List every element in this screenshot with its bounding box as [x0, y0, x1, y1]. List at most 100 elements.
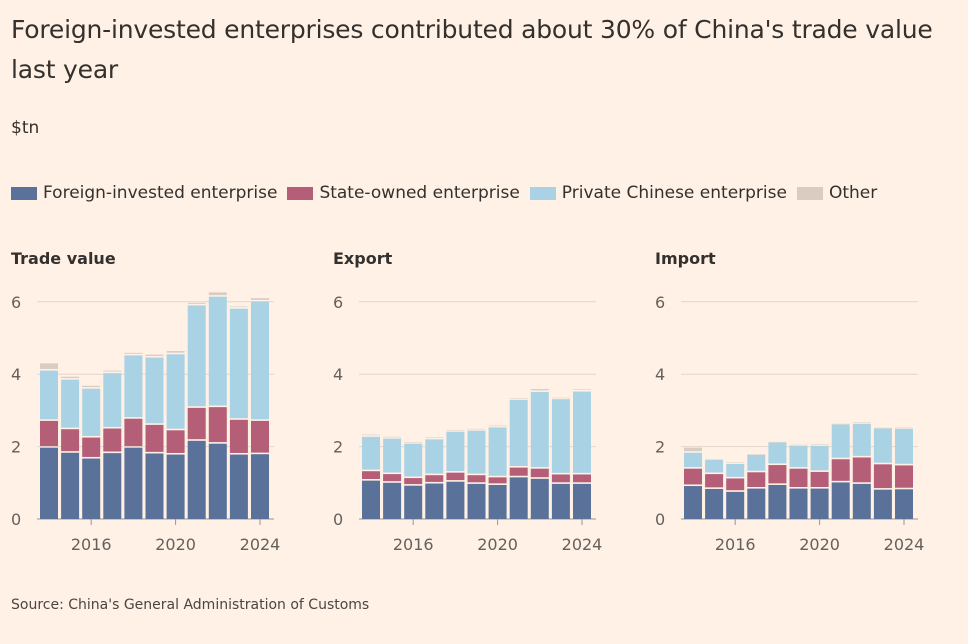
bar-segment-state-owned-enterprise — [573, 474, 591, 483]
y-tick-label: 0 — [333, 510, 343, 529]
bar-segment-other — [768, 441, 787, 443]
bar-segment-private-chinese-enterprise — [747, 454, 766, 471]
bar-segment-other — [895, 427, 913, 429]
bar-segment-private-chinese-enterprise — [229, 308, 248, 419]
bar-segment-state-owned-enterprise — [747, 472, 766, 487]
bar-segment-private-chinese-enterprise — [425, 439, 444, 474]
bar-segment-other — [684, 447, 702, 452]
bar-segment-foreign-invested-enterprise — [747, 488, 766, 519]
bar-segment-private-chinese-enterprise — [831, 424, 850, 458]
bar-segment-foreign-invested-enterprise — [873, 489, 892, 519]
bar-segment-other — [251, 298, 269, 300]
bar-segment-state-owned-enterprise — [446, 472, 465, 481]
bar-segment-private-chinese-enterprise — [145, 357, 164, 424]
bar-segment-foreign-invested-enterprise — [82, 458, 101, 519]
bar-segment-other — [103, 370, 122, 372]
bar-segment-state-owned-enterprise — [551, 474, 570, 483]
bar-segment-state-owned-enterprise — [208, 407, 227, 443]
bar-segment-foreign-invested-enterprise — [509, 477, 528, 519]
bar-segment-other — [145, 354, 164, 356]
bar-segment-state-owned-enterprise — [726, 478, 745, 491]
bar-segment-foreign-invested-enterprise — [852, 483, 871, 519]
legend-swatch-foreign — [11, 186, 37, 200]
bar-segment-foreign-invested-enterprise — [488, 484, 507, 519]
bar-segment-state-owned-enterprise — [61, 429, 80, 452]
chart-title: Foreign-invested enterprises contributed… — [11, 15, 933, 84]
bar-segment-foreign-invested-enterprise — [166, 454, 185, 519]
bar-segment-other — [726, 462, 745, 464]
bar-segment-private-chinese-enterprise — [726, 463, 745, 477]
bar-segment-state-owned-enterprise — [103, 428, 122, 452]
bar-segment-foreign-invested-enterprise — [684, 486, 702, 519]
bar-segment-other — [166, 351, 185, 353]
bar-segment-state-owned-enterprise — [467, 475, 486, 483]
bar-segment-other — [187, 302, 206, 304]
bar-segment-other — [530, 389, 549, 391]
y-tick-label: 6 — [655, 293, 665, 312]
bar-segment-state-owned-enterprise — [383, 474, 402, 482]
bar-segment-state-owned-enterprise — [40, 420, 58, 447]
legend-label-private: Private Chinese enterprise — [561, 183, 787, 203]
y-tick-label: 4 — [333, 365, 343, 384]
legend-swatch-state — [287, 186, 314, 200]
bar-segment-state-owned-enterprise — [509, 467, 528, 476]
bar-segment-other — [573, 389, 591, 390]
y-tick-label: 4 — [655, 365, 665, 384]
bar-segment-state-owned-enterprise — [831, 459, 850, 481]
y-tick-label: 6 — [11, 293, 21, 312]
bar-segment-other — [362, 434, 380, 436]
legend-swatch-private — [529, 186, 556, 200]
bar-segment-other — [789, 444, 808, 446]
unit-label: $tn — [11, 118, 40, 138]
bar-segment-foreign-invested-enterprise — [187, 440, 206, 519]
bar-segment-state-owned-enterprise — [82, 437, 101, 457]
y-tick-label: 0 — [11, 510, 21, 529]
x-tick-label: 2016 — [393, 535, 434, 554]
bar-segment-state-owned-enterprise — [404, 478, 423, 485]
bar-segment-private-chinese-enterprise — [789, 445, 808, 468]
bar-segment-foreign-invested-enterprise — [726, 491, 745, 519]
bar-segment-state-owned-enterprise — [789, 468, 808, 487]
y-tick-label: 2 — [333, 438, 343, 457]
bar-segment-state-owned-enterprise — [530, 468, 549, 478]
bar-segment-foreign-invested-enterprise — [467, 483, 486, 519]
bar-segment-foreign-invested-enterprise — [705, 488, 724, 519]
bar-segment-other — [40, 363, 58, 369]
bar-segment-other — [551, 397, 570, 399]
bar-segment-foreign-invested-enterprise — [404, 485, 423, 519]
bar-segment-private-chinese-enterprise — [895, 428, 913, 464]
legend-label-state: State-owned enterprise — [319, 183, 520, 203]
bar-segment-state-owned-enterprise — [768, 465, 787, 484]
bar-segment-foreign-invested-enterprise — [229, 454, 248, 519]
bar-segment-state-owned-enterprise — [873, 464, 892, 489]
bar-segment-private-chinese-enterprise — [61, 379, 80, 428]
y-tick-label: 4 — [11, 365, 21, 384]
bar-segment-state-owned-enterprise — [425, 475, 444, 482]
bar-segment-state-owned-enterprise — [145, 424, 164, 452]
x-tick-label: 2020 — [155, 535, 196, 554]
bar-segment-other — [873, 427, 892, 429]
bar-segment-foreign-invested-enterprise — [895, 489, 913, 519]
bar-segment-private-chinese-enterprise — [768, 442, 787, 464]
bar-segment-state-owned-enterprise — [488, 477, 507, 484]
y-tick-label: 6 — [333, 293, 343, 312]
x-tick-label: 2020 — [477, 535, 518, 554]
bar-segment-private-chinese-enterprise — [446, 431, 465, 472]
bar-segment-foreign-invested-enterprise — [530, 478, 549, 519]
bar-segment-foreign-invested-enterprise — [446, 481, 465, 519]
y-tick-label: 2 — [11, 438, 21, 457]
x-tick-label: 2024 — [562, 535, 603, 554]
bar-segment-foreign-invested-enterprise — [208, 443, 227, 519]
bar-segment-foreign-invested-enterprise — [573, 483, 591, 519]
bar-segment-other — [425, 437, 444, 439]
bar-segment-state-owned-enterprise — [705, 474, 724, 488]
panel-title-import: Import — [655, 249, 716, 268]
x-tick-label: 2024 — [884, 535, 925, 554]
legend-label-other: Other — [828, 183, 878, 203]
bar-segment-foreign-invested-enterprise — [103, 453, 122, 519]
x-tick-label: 2016 — [715, 535, 756, 554]
legend: Foreign-invested enterprise State-owned … — [11, 183, 887, 203]
bar-segment-private-chinese-enterprise — [208, 296, 227, 406]
bar-segment-other — [124, 352, 143, 354]
